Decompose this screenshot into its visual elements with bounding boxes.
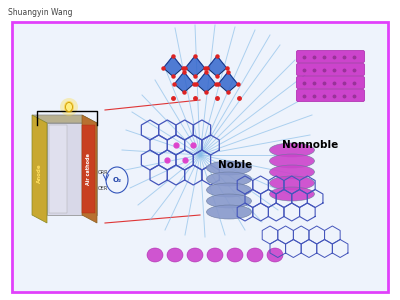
Polygon shape (47, 123, 97, 215)
Ellipse shape (66, 103, 72, 112)
Text: Noble: Noble (218, 160, 252, 170)
Polygon shape (82, 125, 95, 213)
Text: Nonnoble: Nonnoble (282, 140, 338, 150)
Polygon shape (49, 125, 67, 213)
FancyBboxPatch shape (296, 64, 364, 76)
Polygon shape (218, 72, 238, 92)
Ellipse shape (60, 98, 78, 116)
Text: O₂: O₂ (112, 177, 122, 183)
FancyBboxPatch shape (296, 50, 364, 62)
Ellipse shape (206, 161, 252, 175)
Ellipse shape (227, 248, 243, 262)
Ellipse shape (270, 154, 314, 168)
Polygon shape (174, 72, 194, 92)
Ellipse shape (187, 248, 203, 262)
Ellipse shape (267, 248, 283, 262)
Ellipse shape (147, 248, 163, 262)
Polygon shape (32, 115, 97, 123)
Ellipse shape (247, 248, 263, 262)
Ellipse shape (206, 183, 252, 197)
Polygon shape (82, 115, 97, 223)
Ellipse shape (64, 101, 74, 113)
Bar (14, 23, 386, 290)
Polygon shape (208, 56, 226, 76)
Text: Anode: Anode (36, 163, 42, 183)
Polygon shape (32, 115, 47, 223)
Polygon shape (164, 56, 182, 76)
Polygon shape (196, 72, 216, 92)
Ellipse shape (270, 176, 314, 190)
Ellipse shape (206, 172, 252, 186)
Polygon shape (186, 56, 204, 76)
Text: Air cathode: Air cathode (86, 153, 92, 185)
Ellipse shape (207, 248, 223, 262)
Ellipse shape (270, 143, 314, 157)
FancyBboxPatch shape (296, 89, 364, 101)
Text: Shuangyin Wang: Shuangyin Wang (8, 8, 72, 17)
FancyBboxPatch shape (296, 76, 364, 88)
Ellipse shape (167, 248, 183, 262)
Ellipse shape (206, 205, 252, 219)
Text: OER: OER (98, 185, 108, 190)
Ellipse shape (270, 187, 314, 201)
Ellipse shape (270, 165, 314, 179)
Ellipse shape (206, 194, 252, 208)
Text: ORR: ORR (98, 169, 108, 175)
